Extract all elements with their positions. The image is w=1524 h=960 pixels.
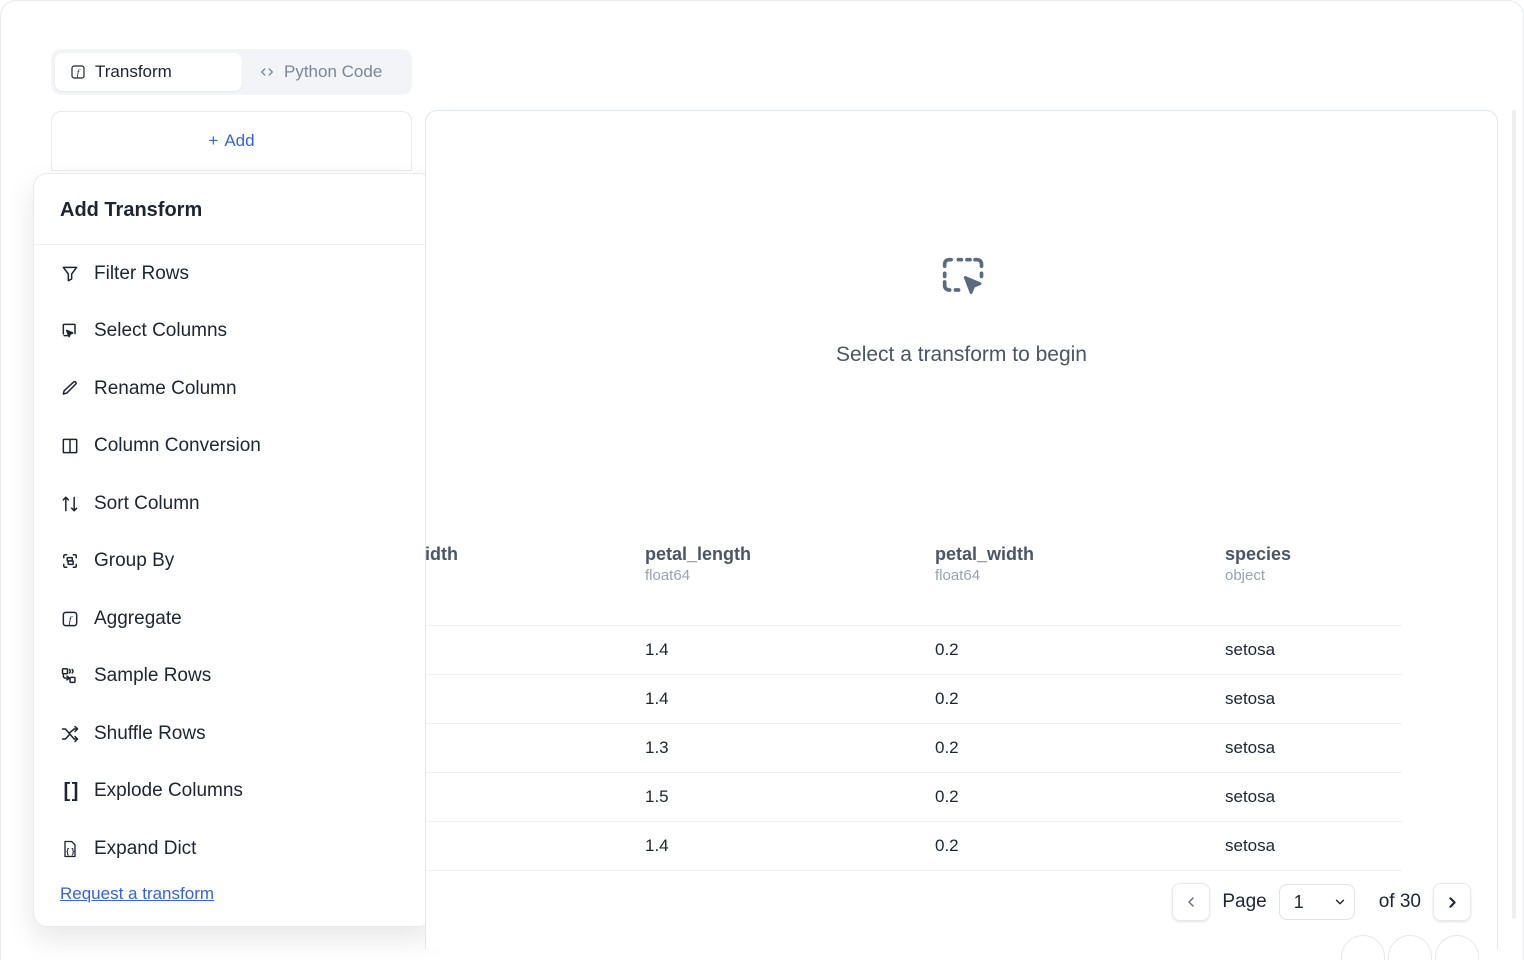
svg-text:f: f	[68, 614, 73, 626]
svg-text:{ }: { }	[66, 847, 74, 856]
svg-text:f: f	[77, 68, 81, 79]
